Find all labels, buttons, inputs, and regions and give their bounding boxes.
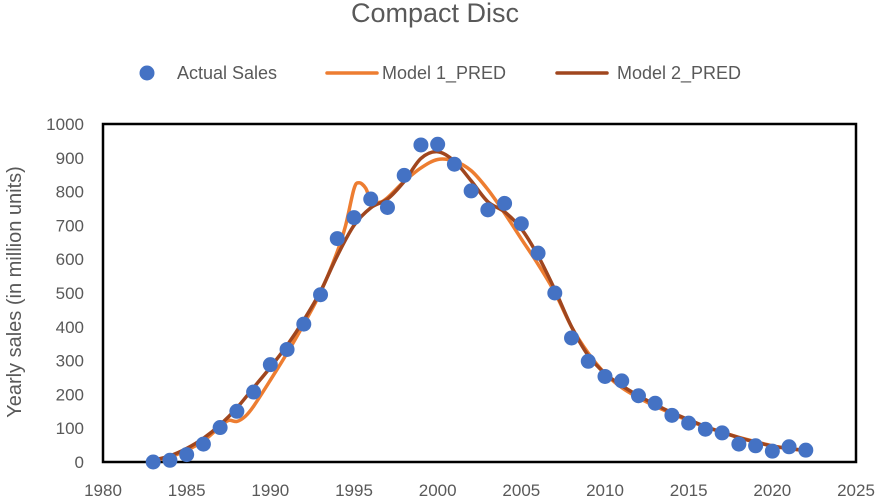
y-axis-label-group: Yearly sales (in million units) (4, 166, 26, 418)
data-point (480, 202, 496, 218)
x-tick-label: 2015 (670, 481, 708, 500)
y-tick-label: 400 (56, 318, 84, 337)
data-point (614, 373, 630, 389)
data-point (346, 210, 362, 226)
x-tick-label: 2025 (837, 481, 875, 500)
data-point (195, 436, 211, 452)
data-point (413, 137, 429, 153)
y-tick-label: 600 (56, 250, 84, 269)
data-point (296, 316, 312, 332)
data-point (781, 439, 797, 455)
x-tick-label: 2005 (502, 481, 540, 500)
x-tick-label: 2010 (586, 481, 624, 500)
y-tick-label: 1000 (46, 115, 84, 134)
data-point (212, 420, 228, 436)
data-point (279, 341, 295, 357)
legend-label-model-2-pred: Model 2_PRED (617, 63, 741, 84)
data-point (764, 443, 780, 459)
data-point (647, 395, 663, 411)
legend-marker-actual-sales (139, 65, 155, 81)
data-point (714, 425, 730, 441)
data-point (430, 136, 446, 152)
y-tick-label: 500 (56, 284, 84, 303)
legend: Actual Sales Model 1_PRED Model 2_PRED (139, 63, 741, 84)
data-point (162, 452, 178, 468)
data-point (564, 330, 580, 346)
series-line-model-2-pred (151, 149, 808, 463)
y-tick-label: 200 (56, 385, 84, 404)
data-point (748, 438, 764, 454)
legend-label-model-1-pred: Model 1_PRED (382, 63, 506, 84)
data-point (497, 195, 513, 211)
data-point (179, 447, 195, 463)
axis-ticks: 0 100 200 300 400 500 600 700 800 900 1000 1980 1985… (46, 115, 875, 500)
data-point (681, 415, 697, 431)
legend-label-actual-sales: Actual Sales (177, 63, 277, 83)
data-point (597, 368, 613, 384)
data-point (697, 421, 713, 437)
data-point (229, 403, 245, 419)
x-tick-label: 1995 (335, 481, 373, 500)
data-point (798, 442, 814, 458)
data-point (396, 167, 412, 183)
y-tick-label: 700 (56, 216, 84, 235)
data-point (463, 183, 479, 199)
x-tick-label: 1990 (251, 481, 289, 500)
y-tick-label: 300 (56, 352, 84, 371)
data-point (246, 384, 262, 400)
data-point (446, 156, 462, 172)
x-tick-label: 2020 (753, 481, 791, 500)
data-point (630, 388, 646, 404)
data-point (313, 287, 329, 303)
y-tick-label: 900 (56, 149, 84, 168)
x-tick-label: 2000 (419, 481, 457, 500)
data-point (262, 357, 278, 373)
data-point (664, 407, 680, 423)
y-axis-label: Yearly sales (in million units) (4, 166, 26, 418)
plot-area (101, 122, 858, 470)
plot-frame (101, 122, 858, 464)
data-point (329, 231, 345, 247)
data-point (379, 199, 395, 215)
y-tick-label: 800 (56, 183, 84, 202)
data-point (513, 216, 529, 232)
series-line-model-1-pred (151, 157, 808, 463)
x-tick-label: 1980 (84, 481, 122, 500)
data-point (547, 285, 563, 301)
chart-title: Compact Disc (351, 0, 519, 28)
data-point (363, 191, 379, 207)
data-point (530, 245, 546, 261)
data-point (731, 436, 747, 452)
data-point (580, 353, 596, 369)
x-tick-label: 1985 (168, 481, 206, 500)
data-point (145, 454, 161, 470)
y-tick-label: 100 (56, 419, 84, 438)
y-tick-label: 0 (75, 453, 84, 472)
